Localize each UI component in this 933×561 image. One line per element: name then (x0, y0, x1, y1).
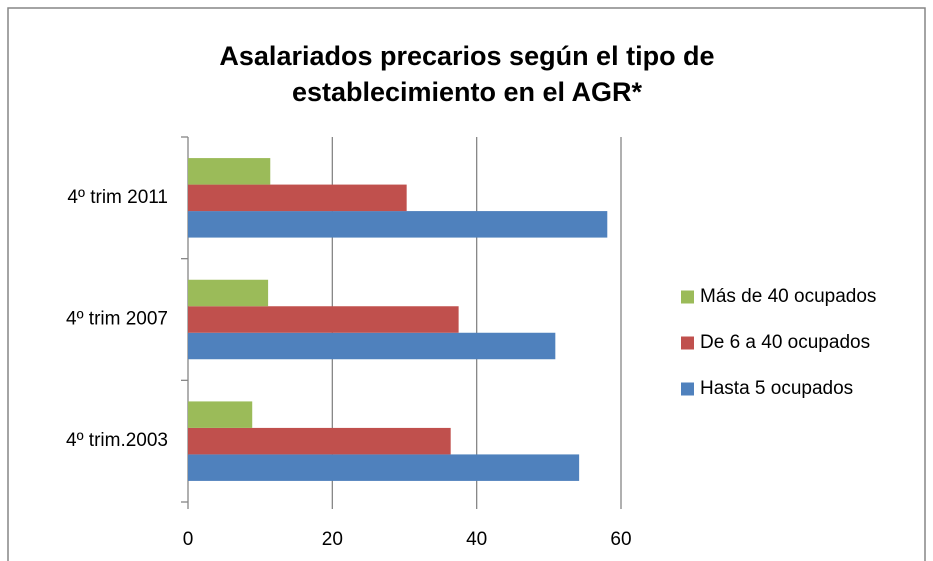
chart-frame (7, 7, 926, 561)
bar (188, 158, 271, 185)
bar (188, 332, 556, 360)
x-tick-label: 20 (322, 529, 343, 550)
bar (188, 279, 269, 307)
x-tick-label: 40 (466, 529, 487, 550)
legend-swatch (681, 336, 694, 350)
x-tick-label: 0 (183, 529, 194, 550)
bar (188, 427, 451, 455)
y-tick-label: 4º trim 2011 (67, 187, 168, 208)
legend-swatch (681, 382, 694, 396)
y-tick-label: 4º trim.2003 (66, 430, 168, 451)
legend-label: Más de 40 ocupados (700, 286, 876, 307)
legend-label: De 6 a 40 ocupados (700, 332, 870, 353)
chart-title: establecimiento en el AGR* (292, 77, 643, 107)
bar (188, 211, 608, 238)
bar (188, 184, 407, 212)
chart-title: Asalariados precarios según el tipo de (219, 41, 714, 71)
bar (188, 401, 253, 428)
y-tick-label: 4º trim 2007 (66, 309, 168, 330)
bar (188, 454, 580, 481)
legend-label: Hasta 5 ocupados (700, 378, 853, 399)
x-tick-label: 60 (610, 529, 631, 550)
bar (188, 306, 459, 333)
legend-swatch (681, 290, 694, 304)
